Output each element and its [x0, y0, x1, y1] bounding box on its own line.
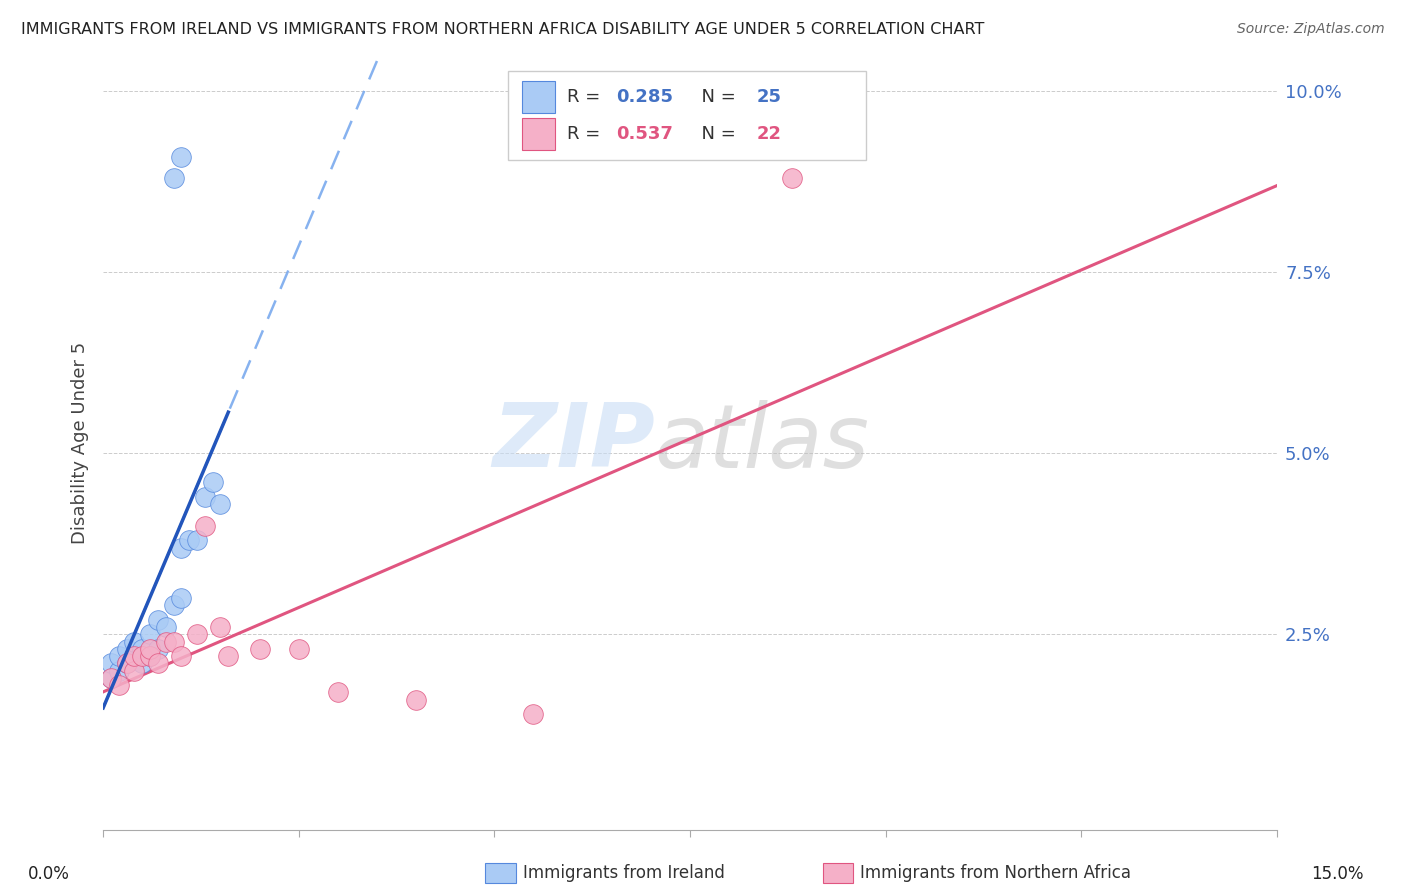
- Point: [139, 641, 162, 656]
- Point: [131, 649, 153, 664]
- Text: 0.285: 0.285: [616, 88, 673, 106]
- Text: Immigrants from Northern Africa: Immigrants from Northern Africa: [860, 864, 1132, 882]
- Point: [287, 641, 309, 656]
- Text: Source: ZipAtlas.com: Source: ZipAtlas.com: [1237, 22, 1385, 37]
- Point: [124, 664, 146, 678]
- Bar: [522, 118, 555, 151]
- Point: [115, 657, 138, 671]
- Point: [155, 620, 177, 634]
- Point: [124, 634, 146, 648]
- Text: 0.0%: 0.0%: [28, 865, 70, 883]
- Text: N =: N =: [690, 125, 741, 144]
- Text: 25: 25: [756, 88, 782, 106]
- Point: [124, 649, 146, 664]
- Point: [146, 613, 169, 627]
- Point: [162, 599, 184, 613]
- Point: [139, 649, 162, 664]
- Point: [115, 657, 138, 671]
- Point: [170, 149, 193, 163]
- Point: [162, 634, 184, 648]
- Text: 15.0%: 15.0%: [1312, 865, 1364, 883]
- Point: [194, 490, 217, 504]
- Point: [186, 533, 208, 548]
- Point: [249, 641, 271, 656]
- Point: [131, 641, 153, 656]
- Point: [107, 649, 129, 664]
- Bar: [522, 80, 555, 113]
- Text: R =: R =: [567, 88, 606, 106]
- Text: 22: 22: [756, 125, 782, 144]
- Text: N =: N =: [690, 88, 741, 106]
- Point: [100, 671, 122, 685]
- Point: [100, 657, 122, 671]
- Point: [139, 649, 162, 664]
- Point: [115, 641, 138, 656]
- Point: [170, 541, 193, 555]
- Point: [405, 692, 427, 706]
- Point: [179, 533, 201, 548]
- Point: [780, 171, 803, 186]
- Point: [201, 475, 224, 490]
- Point: [194, 518, 217, 533]
- Point: [522, 707, 544, 722]
- Text: R =: R =: [567, 125, 606, 144]
- Point: [217, 649, 239, 664]
- Point: [209, 497, 232, 511]
- Text: IMMIGRANTS FROM IRELAND VS IMMIGRANTS FROM NORTHERN AFRICA DISABILITY AGE UNDER : IMMIGRANTS FROM IRELAND VS IMMIGRANTS FR…: [21, 22, 984, 37]
- Point: [124, 649, 146, 664]
- Text: 0.537: 0.537: [616, 125, 673, 144]
- Point: [326, 685, 349, 699]
- Text: atlas: atlas: [655, 400, 869, 485]
- Point: [107, 664, 129, 678]
- Point: [170, 591, 193, 606]
- Point: [131, 657, 153, 671]
- Point: [170, 649, 193, 664]
- Point: [100, 671, 122, 685]
- Point: [209, 620, 232, 634]
- Point: [162, 171, 184, 186]
- Point: [139, 627, 162, 641]
- Point: [146, 641, 169, 656]
- Point: [146, 657, 169, 671]
- Point: [155, 634, 177, 648]
- Point: [107, 678, 129, 692]
- Text: ZIP: ZIP: [492, 399, 655, 486]
- Point: [186, 627, 208, 641]
- Y-axis label: Disability Age Under 5: Disability Age Under 5: [72, 342, 89, 543]
- Text: Immigrants from Ireland: Immigrants from Ireland: [523, 864, 725, 882]
